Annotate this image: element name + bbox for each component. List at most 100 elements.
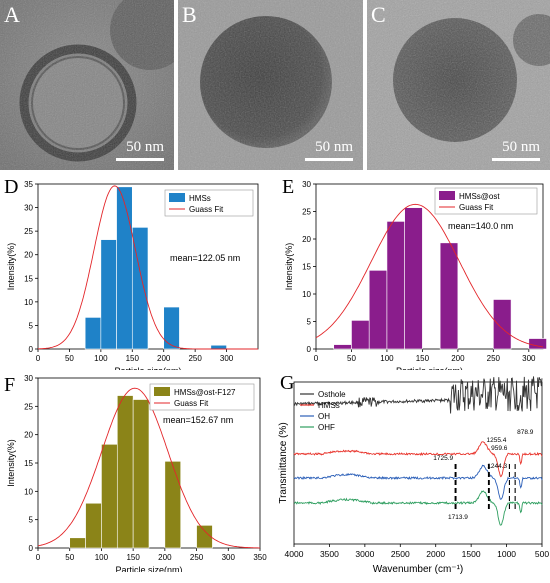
y-tick-label: 15 bbox=[24, 274, 33, 283]
legend-swatch bbox=[439, 191, 455, 200]
tem-panel-letter: B bbox=[182, 2, 197, 27]
x-tick-label: 2500 bbox=[391, 549, 410, 559]
x-tick-label: 4000 bbox=[285, 549, 304, 559]
y-tick-label: 10 bbox=[24, 298, 33, 307]
y-tick-label: 10 bbox=[24, 487, 33, 496]
x-tick-label: 1500 bbox=[462, 549, 481, 559]
x-tick-label: 250 bbox=[188, 354, 202, 363]
y-tick-label: 5 bbox=[29, 516, 34, 525]
tem-image-c bbox=[367, 0, 550, 170]
histogram-bar bbox=[439, 242, 459, 350]
histogram-bar bbox=[69, 537, 86, 549]
histogram-bar bbox=[404, 207, 423, 350]
gauss-fit-curve bbox=[38, 185, 258, 350]
y-axis-label: Transmittance (%) bbox=[278, 422, 289, 503]
panel-letter: D bbox=[4, 176, 19, 198]
x-axis-label: Particle size(nm) bbox=[396, 366, 463, 370]
scale-bar bbox=[305, 158, 353, 161]
histogram-f: 0 50 100 150 200 250 300 350 0 5 10 15 20 25 30 Particl… bbox=[6, 374, 267, 572]
y-tick-label: 25 bbox=[24, 227, 33, 236]
y-tick-label: 0 bbox=[29, 345, 34, 354]
panel-letter: F bbox=[4, 374, 16, 396]
x-tick-label: 3000 bbox=[355, 549, 374, 559]
chart-panel-e: E 0 50 100 150 200 250 300 0 5 10 15 20 25 30 Particle… bbox=[278, 176, 550, 370]
x-tick-label: 150 bbox=[416, 354, 430, 363]
y-tick-label: 35 bbox=[24, 180, 33, 189]
peak-label: 959.6 bbox=[491, 445, 508, 452]
y-tick-label: 25 bbox=[302, 208, 311, 217]
x-tick-label: 0 bbox=[36, 553, 41, 562]
legend-label: OH bbox=[318, 412, 330, 421]
histogram-bar bbox=[196, 525, 213, 549]
x-tick-label: 500 bbox=[535, 549, 549, 559]
spectrum-line bbox=[294, 376, 543, 414]
y-tick-label: 20 bbox=[302, 235, 311, 244]
x-tick-label: 250 bbox=[190, 553, 204, 562]
x-tick-label: 50 bbox=[65, 354, 74, 363]
legend-swatch bbox=[154, 387, 170, 396]
y-tick-label: 5 bbox=[29, 321, 34, 330]
y-tick-label: 20 bbox=[24, 251, 33, 260]
y-tick-label: 30 bbox=[24, 374, 33, 383]
y-tick-label: 10 bbox=[302, 290, 311, 299]
y-tick-label: 0 bbox=[29, 544, 34, 553]
histogram-bar bbox=[85, 502, 102, 549]
x-tick-label: 0 bbox=[36, 354, 41, 363]
histogram-bar bbox=[163, 306, 180, 350]
chart-panel-f: F 0 50 100 150 200 250 300 350 0 5 10 15 20 25 30 Parti… bbox=[0, 372, 270, 572]
tem-image-a bbox=[0, 0, 174, 170]
x-axis-label: Particle size(nm) bbox=[114, 366, 181, 370]
legend-swatch bbox=[169, 193, 185, 202]
legend-series-label: HMSs@ost-F127 bbox=[174, 388, 236, 397]
histogram-e: 0 50 100 150 200 250 300 0 5 10 15 20 25 30 Particle s… bbox=[284, 180, 547, 370]
x-tick-label: 250 bbox=[487, 354, 501, 363]
gauss-fit-curve bbox=[315, 203, 544, 348]
tem-image-b bbox=[178, 0, 363, 170]
scale-bar-label: 50 nm bbox=[126, 139, 164, 155]
gauss-fit-curve bbox=[37, 387, 260, 549]
x-tick-label: 300 bbox=[522, 354, 536, 363]
mean-annotation: mean=152.67 nm bbox=[163, 415, 233, 425]
histogram-bar bbox=[84, 317, 102, 350]
scale-bar-label: 50 nm bbox=[502, 139, 540, 155]
y-tick-label: 30 bbox=[24, 204, 33, 213]
panel-letter: G bbox=[280, 372, 295, 394]
y-tick-label: 0 bbox=[307, 345, 312, 354]
legend-label: OHF bbox=[318, 423, 335, 432]
x-tick-label: 200 bbox=[451, 354, 465, 363]
spectrum-line bbox=[293, 490, 543, 526]
x-tick-label: 3500 bbox=[320, 549, 339, 559]
y-axis-label: Intensity(%) bbox=[6, 243, 16, 291]
y-tick-label: 20 bbox=[24, 431, 33, 440]
legend-fit-label: Guass Fit bbox=[459, 203, 494, 212]
legend-series-label: HMSs@ost bbox=[459, 192, 500, 201]
panel-letter: E bbox=[282, 176, 295, 198]
scale-bar-label: 50 nm bbox=[315, 139, 353, 155]
mean-annotation: mean=122.05 nm bbox=[170, 253, 240, 263]
peak-label: 1713.9 bbox=[448, 514, 468, 521]
plot-frame bbox=[293, 381, 543, 545]
histogram-bar bbox=[100, 239, 117, 350]
x-tick-label: 100 bbox=[380, 354, 394, 363]
tem-panel-letter: A bbox=[4, 2, 20, 27]
histogram-bar bbox=[333, 344, 352, 350]
histogram-bar bbox=[368, 270, 388, 350]
y-tick-label: 25 bbox=[24, 402, 33, 411]
histogram-bar bbox=[210, 344, 227, 350]
histogram-bar bbox=[493, 299, 512, 350]
x-tick-label: 50 bbox=[347, 354, 356, 363]
x-axis-label: Wavenumber (cm⁻¹) bbox=[373, 564, 463, 575]
x-tick-label: 350 bbox=[253, 553, 267, 562]
y-tick-label: 15 bbox=[302, 263, 311, 272]
histogram-bar bbox=[164, 461, 182, 549]
peak-label: 1255.4 bbox=[486, 437, 506, 444]
x-tick-label: 100 bbox=[95, 553, 109, 562]
chart-panel-d: D 0 50 100 150 200 250 300 0 5 10 15 20 25 30 35 Partic… bbox=[0, 176, 270, 370]
x-tick-label: 1000 bbox=[497, 549, 516, 559]
mean-annotation: mean=140.0 nm bbox=[448, 221, 513, 231]
legend-fit-label: Guass Fit bbox=[189, 205, 224, 214]
tem-panel-c: C 50 nm bbox=[367, 0, 550, 170]
histogram-bar bbox=[386, 221, 405, 350]
x-tick-label: 150 bbox=[126, 553, 140, 562]
tem-panel-letter: C bbox=[371, 2, 386, 27]
